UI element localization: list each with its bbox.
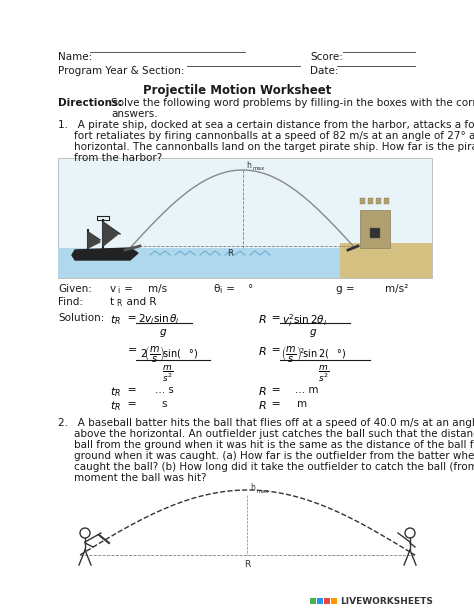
Text: $\dfrac{m}{s^2}$: $\dfrac{m}{s^2}$ bbox=[162, 364, 173, 384]
Text: 2.   A baseball batter hits the ball that flies off at a speed of 40.0 m/s at an: 2. A baseball batter hits the ball that … bbox=[58, 418, 474, 428]
Text: =: = bbox=[124, 399, 137, 409]
Text: =: = bbox=[223, 284, 235, 294]
Text: t: t bbox=[110, 297, 114, 307]
Text: $2v_i \sin\theta_i$: $2v_i \sin\theta_i$ bbox=[138, 312, 180, 326]
Text: =: = bbox=[121, 284, 133, 294]
Bar bbox=[376, 198, 381, 204]
Text: h: h bbox=[246, 161, 251, 170]
Text: =: = bbox=[128, 345, 137, 355]
Text: moment the ball was hit?: moment the ball was hit? bbox=[74, 473, 207, 483]
Text: v: v bbox=[110, 284, 116, 294]
Text: °: ° bbox=[248, 284, 253, 294]
Text: h: h bbox=[250, 483, 255, 492]
Text: max: max bbox=[252, 166, 264, 171]
Text: m/s²: m/s² bbox=[385, 284, 408, 294]
Text: above the horizontal. An outfielder just catches the ball such that the distance: above the horizontal. An outfielder just… bbox=[74, 429, 474, 439]
Text: $v_i^2 \sin 2\theta_i$: $v_i^2 \sin 2\theta_i$ bbox=[282, 312, 327, 329]
Text: $2\!\left(\dfrac{m}{s}\right)\!\sin(\quad\!°)$: $2\!\left(\dfrac{m}{s}\right)\!\sin(\qua… bbox=[140, 344, 198, 364]
Text: $g$: $g$ bbox=[159, 327, 167, 339]
Text: horizontal. The cannonballs land on the target pirate ship. How far is the pirat: horizontal. The cannonballs land on the … bbox=[74, 142, 474, 152]
Text: fort retaliates by firing cannonballs at a speed of 82 m/s at an angle of 27° ab: fort retaliates by firing cannonballs at… bbox=[74, 131, 474, 141]
Text: =: = bbox=[268, 313, 281, 323]
Text: Given:: Given: bbox=[58, 284, 92, 294]
Bar bbox=[340, 243, 432, 278]
Text: =: = bbox=[124, 385, 137, 395]
Bar bbox=[360, 198, 365, 204]
Text: =: = bbox=[268, 345, 281, 355]
Text: $\dfrac{m}{s^2}$: $\dfrac{m}{s^2}$ bbox=[318, 364, 329, 384]
Bar bbox=[310, 598, 316, 604]
Text: max: max bbox=[256, 489, 269, 494]
Text: ball from the ground when it was hit is the same as the distance of the ball fro: ball from the ground when it was hit is … bbox=[74, 440, 474, 450]
Text: i: i bbox=[219, 286, 221, 295]
Text: $g$: $g$ bbox=[309, 327, 317, 339]
Text: and R: and R bbox=[120, 297, 156, 307]
Text: Projectile Motion Worksheet: Projectile Motion Worksheet bbox=[143, 84, 331, 97]
Text: LIVEWORKSHEETS: LIVEWORKSHEETS bbox=[340, 596, 433, 606]
Text: $R$: $R$ bbox=[258, 399, 267, 411]
Bar bbox=[368, 198, 373, 204]
Bar bbox=[331, 598, 337, 604]
Text: θ: θ bbox=[213, 284, 219, 294]
Text: $t_R$: $t_R$ bbox=[110, 313, 121, 327]
Text: Score:: Score: bbox=[310, 52, 343, 62]
Text: m: m bbox=[297, 399, 307, 409]
Polygon shape bbox=[103, 222, 118, 246]
Text: $\!\left(\dfrac{m}{s}\right)^{\!2}\!\sin 2(\quad\!°)$: $\!\left(\dfrac{m}{s}\right)^{\!2}\!\sin… bbox=[282, 344, 346, 364]
Bar bbox=[58, 248, 352, 278]
Text: ground when it was caught. (a) How far is the outfielder from the batter when he: ground when it was caught. (a) How far i… bbox=[74, 451, 474, 461]
Text: =: = bbox=[124, 313, 137, 323]
Text: from the harbor?: from the harbor? bbox=[74, 153, 162, 163]
Text: $R$: $R$ bbox=[258, 313, 267, 325]
Text: caught the ball? (b) How long did it take the outfielder to catch the ball (from: caught the ball? (b) How long did it tak… bbox=[74, 462, 474, 472]
Text: 1.   A pirate ship, docked at sea a certain distance from the harbor, attacks a : 1. A pirate ship, docked at sea a certai… bbox=[58, 120, 474, 130]
Text: =: = bbox=[268, 399, 281, 409]
Text: R: R bbox=[245, 560, 251, 569]
Text: R: R bbox=[227, 249, 233, 258]
Text: =: = bbox=[268, 385, 281, 395]
Text: Name:: Name: bbox=[58, 52, 92, 62]
Text: answers.: answers. bbox=[111, 109, 158, 119]
Text: $R$: $R$ bbox=[258, 345, 267, 357]
Text: ... s: ... s bbox=[155, 385, 174, 395]
Text: Find:: Find: bbox=[58, 297, 83, 307]
Text: Solve the following word problems by filling-in the boxes with the correct: Solve the following word problems by fil… bbox=[111, 98, 474, 108]
Text: i: i bbox=[117, 286, 119, 295]
Bar bbox=[384, 198, 389, 204]
Text: $t_R$: $t_R$ bbox=[110, 399, 121, 413]
Text: $R$: $R$ bbox=[258, 385, 267, 397]
Text: m/s: m/s bbox=[148, 284, 167, 294]
Text: ... m: ... m bbox=[295, 385, 319, 395]
Text: Directions:: Directions: bbox=[58, 98, 122, 108]
Polygon shape bbox=[88, 232, 100, 248]
Bar bbox=[324, 598, 330, 604]
Text: Program Year & Section:: Program Year & Section: bbox=[58, 66, 184, 76]
Text: $t_R$: $t_R$ bbox=[110, 385, 121, 399]
Text: Date:: Date: bbox=[310, 66, 338, 76]
Text: Solution:: Solution: bbox=[58, 313, 104, 323]
Bar bbox=[317, 598, 323, 604]
Text: g =: g = bbox=[336, 284, 355, 294]
Polygon shape bbox=[72, 248, 138, 260]
Text: R: R bbox=[116, 299, 121, 308]
Bar bbox=[370, 228, 380, 238]
Bar bbox=[360, 210, 390, 248]
Text: s: s bbox=[161, 399, 166, 409]
FancyBboxPatch shape bbox=[58, 158, 432, 278]
